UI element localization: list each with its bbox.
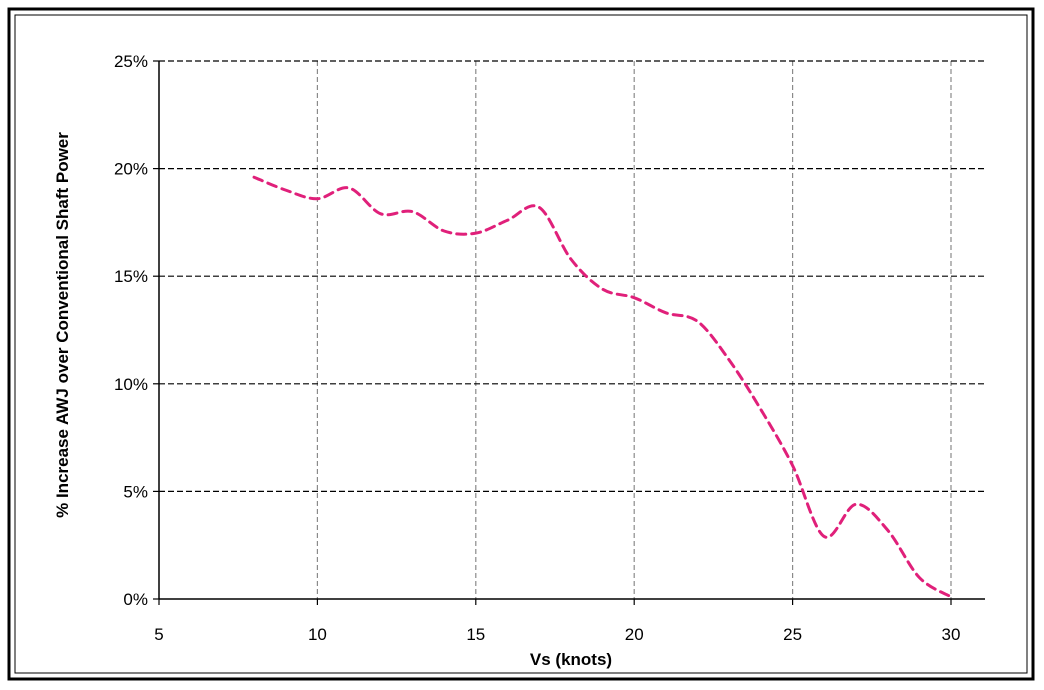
data-point bbox=[284, 189, 287, 192]
data-point bbox=[569, 257, 572, 260]
data-point bbox=[348, 186, 351, 189]
data-point bbox=[918, 576, 921, 579]
data-point bbox=[379, 212, 382, 215]
x-tick-label: 25 bbox=[783, 625, 802, 644]
data-point bbox=[886, 529, 889, 532]
x-tick-label: 30 bbox=[942, 625, 961, 644]
x-tick-label: 20 bbox=[625, 625, 644, 644]
plot-area: 0% 5% 10% 15% 20% 25% 5 10 15 20 25 30 bbox=[114, 52, 985, 644]
data-point bbox=[759, 408, 762, 411]
data-point bbox=[506, 219, 509, 222]
data-point bbox=[411, 210, 414, 213]
y-axis-title: % Increase AWJ over Conventional Shaft P… bbox=[53, 132, 72, 518]
data-point bbox=[950, 595, 953, 598]
y-tick-label: 20% bbox=[114, 160, 148, 179]
data-point bbox=[791, 464, 794, 467]
x-axis-title: Vs (knots) bbox=[530, 650, 612, 669]
data-point bbox=[854, 503, 857, 506]
data-point bbox=[823, 535, 826, 538]
x-tick-label: 5 bbox=[154, 625, 163, 644]
data-point bbox=[443, 230, 446, 233]
data-point bbox=[633, 296, 636, 299]
data-point bbox=[538, 206, 541, 209]
y-tick-label: 15% bbox=[114, 267, 148, 286]
data-point bbox=[728, 359, 731, 362]
data-point bbox=[696, 320, 699, 323]
x-tick-label: 10 bbox=[308, 625, 327, 644]
x-tick-label: 15 bbox=[466, 625, 485, 644]
y-tick-label: 0% bbox=[123, 590, 148, 609]
y-tick-label: 10% bbox=[114, 375, 148, 394]
data-point bbox=[474, 232, 477, 235]
data-point bbox=[601, 288, 604, 291]
y-tick-label: 5% bbox=[123, 482, 148, 501]
outer-border bbox=[7, 7, 1035, 681]
data-point bbox=[664, 311, 667, 314]
outer-border-inner-line bbox=[14, 14, 1028, 674]
data-point bbox=[253, 176, 256, 179]
data-point bbox=[316, 197, 319, 200]
y-tick-label: 25% bbox=[114, 52, 148, 71]
series-line bbox=[252, 175, 953, 599]
